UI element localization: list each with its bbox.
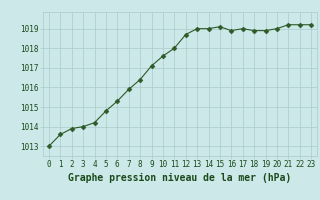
X-axis label: Graphe pression niveau de la mer (hPa): Graphe pression niveau de la mer (hPa)	[68, 173, 292, 183]
